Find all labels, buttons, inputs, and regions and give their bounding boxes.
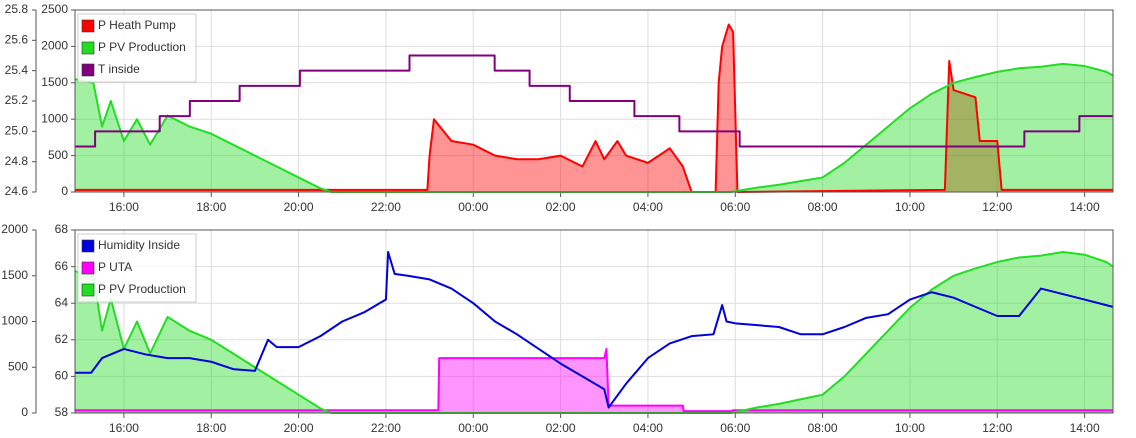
- area-fill: [75, 63, 1113, 192]
- legend-label: P PV Production: [98, 40, 186, 54]
- x-tick-label: 20:00: [284, 421, 314, 435]
- series-line: [75, 54, 1113, 148]
- series-line: [75, 250, 1114, 409]
- x-tick-label: 08:00: [808, 421, 838, 435]
- x-tick-label: 00:00: [458, 421, 488, 435]
- plot-frame: [74, 229, 1114, 414]
- area-line: [75, 23, 1113, 193]
- y-tick-label: 1000: [41, 111, 68, 125]
- x-tick-label: 18:00: [196, 421, 226, 435]
- y-tick-label: 2500: [41, 2, 68, 16]
- x-tick-label: 02:00: [546, 421, 576, 435]
- legend-box: [77, 233, 197, 303]
- x-tick-label: 20:00: [284, 200, 314, 214]
- x-tick-label: 16:00: [109, 200, 139, 214]
- y2-tick-label: 500: [8, 359, 28, 373]
- x-tick-label: 16:00: [109, 421, 139, 435]
- x-tick-label: 10:00: [895, 421, 925, 435]
- legend-label: P UTA: [98, 260, 132, 274]
- y2-tick-label: 2000: [1, 222, 28, 236]
- x-tick-label: 14:00: [1070, 421, 1100, 435]
- legend-swatch: [81, 283, 95, 297]
- x-tick-label: 12:00: [982, 200, 1012, 214]
- y2-tick-label: 24.8: [5, 154, 29, 168]
- y2-tick-label: 25.6: [5, 33, 29, 47]
- x-tick-label: 04:00: [633, 421, 663, 435]
- y-tick-label: 500: [48, 148, 68, 162]
- area-line: [74, 250, 1114, 414]
- x-tick-label: 12:00: [982, 421, 1012, 435]
- x-tick-label: 00:00: [458, 200, 488, 214]
- y2-tick-label: 25.8: [5, 2, 29, 16]
- y-tick-label: 68: [55, 222, 69, 236]
- y2-tick-label: 1000: [1, 314, 28, 328]
- y-tick-label: 66: [55, 259, 69, 273]
- x-tick-label: 10:00: [895, 200, 925, 214]
- x-tick-label: 08:00: [808, 200, 838, 214]
- y2-tick-label: 0: [21, 405, 28, 419]
- legend-swatch: [81, 239, 95, 253]
- x-tick-label: 02:00: [546, 200, 576, 214]
- y2-tick-label: 1500: [1, 268, 28, 282]
- plot-frame: [74, 9, 1114, 193]
- y-tick-label: 2000: [41, 39, 68, 53]
- y2-tick-label: 25.4: [5, 63, 29, 77]
- y2-tick-label: 25.2: [5, 93, 29, 107]
- y2-tick-label: 25.0: [5, 124, 29, 138]
- y-tick-label: 1500: [41, 75, 68, 89]
- x-tick-label: 06:00: [720, 200, 750, 214]
- legend-swatch: [81, 261, 95, 275]
- area-fill: [75, 24, 1113, 193]
- x-tick-label: 22:00: [371, 200, 401, 214]
- area-fill: [75, 348, 1113, 413]
- x-tick-label: 06:00: [720, 421, 750, 435]
- legend-swatch: [81, 19, 95, 33]
- legend-box: [77, 13, 197, 83]
- y-tick-label: 60: [55, 369, 69, 383]
- legend-label: Humidity Inside: [98, 238, 180, 252]
- y-tick-label: 62: [55, 332, 69, 346]
- area-line: [74, 62, 1114, 193]
- x-tick-label: 22:00: [371, 421, 401, 435]
- legend-label: T inside: [98, 62, 140, 76]
- legend-label: P PV Production: [98, 282, 186, 296]
- legend-swatch: [81, 41, 95, 55]
- x-tick-label: 14:00: [1070, 200, 1100, 214]
- x-tick-label: 04:00: [633, 200, 663, 214]
- legend-swatch: [81, 63, 95, 77]
- area-fill: [75, 251, 1113, 413]
- y2-tick-label: 24.6: [5, 184, 29, 198]
- legend-label: P Heath Pump: [98, 18, 176, 32]
- y-tick-label: 64: [55, 295, 69, 309]
- x-tick-label: 18:00: [196, 200, 226, 214]
- y-tick-label: 58: [55, 405, 69, 419]
- y-tick-label: 0: [61, 184, 68, 198]
